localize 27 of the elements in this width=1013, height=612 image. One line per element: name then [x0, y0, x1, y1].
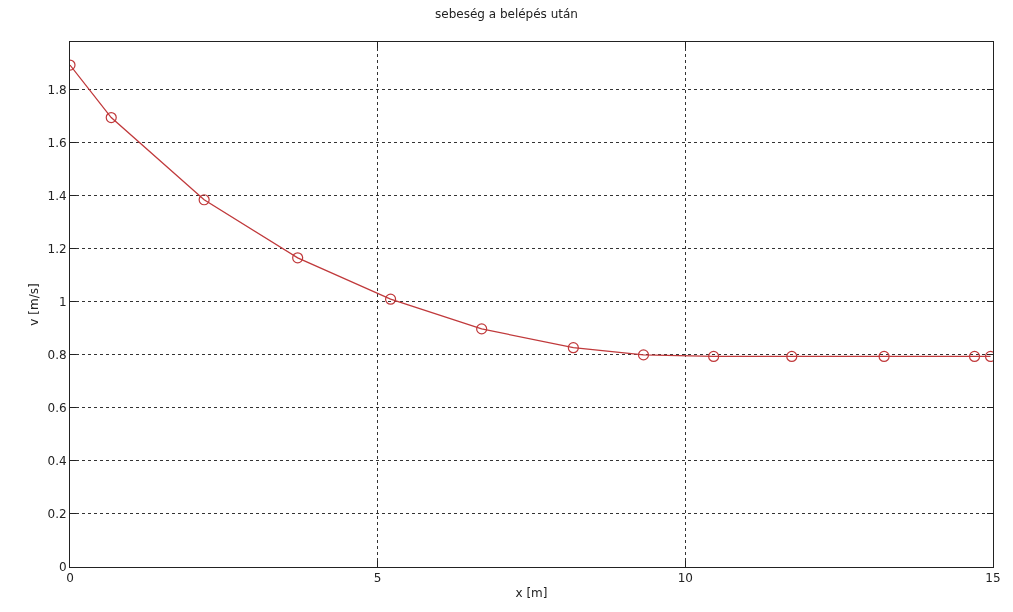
- point: [105, 111, 117, 124]
- x-axis-title: x [m]: [515, 586, 548, 601]
- y-axis-title: v [m/s]: [26, 283, 41, 326]
- point: [567, 342, 579, 354]
- x-tick-label: 5: [373, 571, 382, 586]
- y-tick-label: 0.4: [47, 454, 67, 469]
- point: [292, 252, 304, 264]
- point: [637, 349, 650, 361]
- y-tick-label: 1: [58, 295, 67, 310]
- y-tick-label: 1.4: [47, 188, 67, 203]
- point: [786, 350, 798, 363]
- x-tick-label: 10: [677, 571, 693, 586]
- point: [198, 194, 210, 206]
- y-tick-label: 0.8: [47, 348, 67, 363]
- point: [968, 350, 981, 363]
- point: [384, 293, 397, 305]
- point: [708, 350, 720, 363]
- point: [878, 350, 890, 363]
- y-tick-label: 0.2: [47, 507, 67, 522]
- y-tick-label: 1.8: [47, 82, 67, 97]
- y-tick-label: 1.6: [47, 135, 67, 150]
- y-tick-label: 1.2: [47, 242, 67, 257]
- x-tick-label: 15: [985, 571, 1001, 586]
- y-tick-label: 0: [58, 560, 67, 575]
- chart-title: sebeség a belépés után: [435, 6, 578, 21]
- y-tick-label: 0.6: [47, 401, 67, 416]
- point: [476, 323, 488, 335]
